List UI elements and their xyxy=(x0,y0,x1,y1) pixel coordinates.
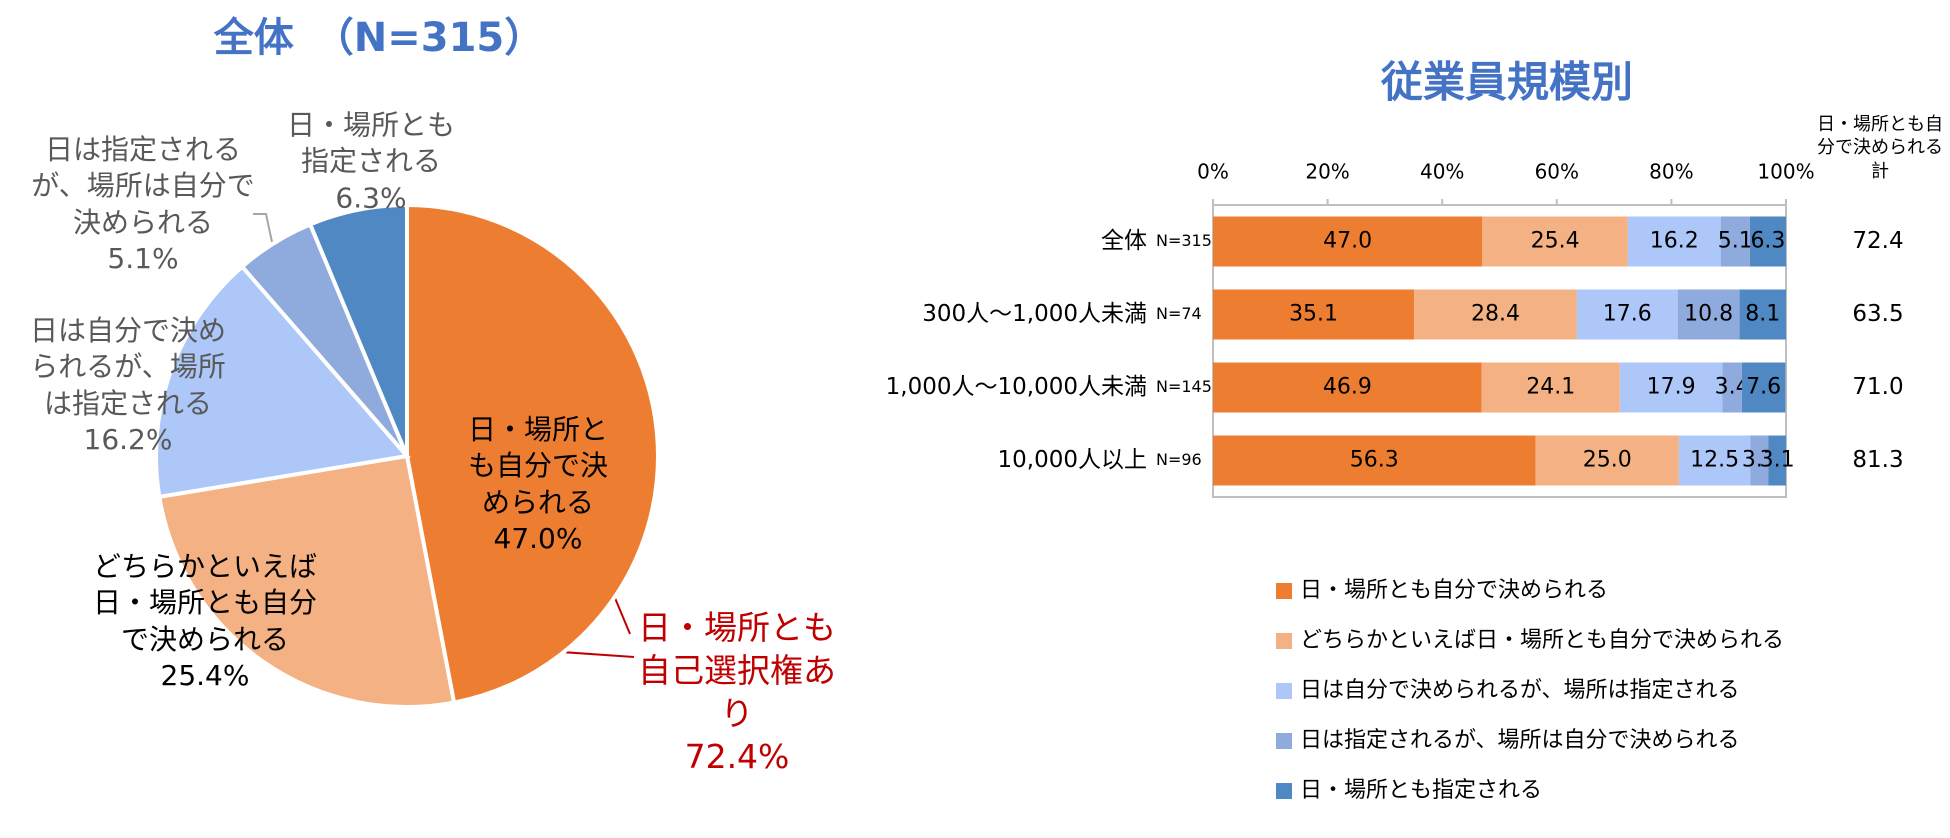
sample-size: N=96 xyxy=(1156,450,1202,469)
annotation: 日・場所とも自己選択権あり 72.4% xyxy=(622,607,852,779)
bar-value-label: 56.3 xyxy=(1350,448,1399,473)
bar-title: 従業員規模別 xyxy=(1380,58,1633,107)
x-tick-label: 40% xyxy=(1420,160,1464,184)
bar-value-label: 25.4 xyxy=(1531,229,1580,254)
bar-value-label: 7.6 xyxy=(1746,375,1781,400)
total-value: 71.0 xyxy=(1852,374,1903,400)
bar-value-label: 46.9 xyxy=(1323,375,1372,400)
pie-label: 日は自分で決められるが、場所は指定される 16.2% xyxy=(26,313,231,459)
pie-slice xyxy=(307,202,409,457)
total-value: 81.3 xyxy=(1852,447,1903,473)
sample-size: N=145 xyxy=(1156,377,1212,396)
annotation-text: 日・場所とも自己選択権あり xyxy=(638,608,836,733)
bar-segment xyxy=(1414,289,1577,340)
total-value: 63.5 xyxy=(1852,301,1903,327)
category-label: 1,000人～10,000人未満 xyxy=(886,374,1147,400)
x-tick-label: 100% xyxy=(1757,160,1814,184)
bar-segment xyxy=(1481,362,1620,413)
bar-segment xyxy=(1768,435,1786,486)
pie-label: どちらかといえば日・場所とも自分で決められる 25.4% xyxy=(85,549,325,695)
bar-segment xyxy=(1576,289,1678,340)
bar-value-label: 35.1 xyxy=(1289,302,1338,327)
x-tick-label: 0% xyxy=(1197,160,1229,184)
bar-value-label: 10.8 xyxy=(1684,302,1733,327)
annotation-value: 72.4% xyxy=(684,736,790,776)
pie-slice xyxy=(157,453,457,709)
pie-label-value: 25.4% xyxy=(160,659,250,693)
bar-segment xyxy=(1213,435,1536,486)
pie-label-value: 16.2% xyxy=(83,423,173,457)
legend-label: 日は指定されるが、場所は自分で決められる xyxy=(1300,728,1740,753)
leader-line xyxy=(253,213,273,243)
bar-value-label: 17.9 xyxy=(1647,375,1696,400)
bar-segment xyxy=(1741,362,1786,413)
bar-value-label: 8.1 xyxy=(1745,302,1780,327)
bar-segment xyxy=(1213,289,1415,340)
legend-label: 日・場所とも指定される xyxy=(1300,778,1542,803)
bar-value-label: 16.2 xyxy=(1650,229,1699,254)
bar-segment xyxy=(1722,362,1742,413)
bar-segment xyxy=(1482,216,1628,267)
category-label: 300人～1,000人未満 xyxy=(922,301,1147,327)
pie-slice xyxy=(154,263,411,500)
bar-segment xyxy=(1535,435,1679,486)
pie-slice xyxy=(405,202,660,705)
x-tick-label: 80% xyxy=(1649,160,1693,184)
total-header: 日・場所とも自分で決められる計 xyxy=(1817,113,1943,182)
bar-segment xyxy=(1619,362,1723,413)
pie-label: 日・場所とも自分で決められる 47.0% xyxy=(463,412,613,558)
bar-segment xyxy=(1213,216,1483,267)
bar-value-label: 6.3 xyxy=(1750,229,1785,254)
bar-segment xyxy=(1750,435,1769,486)
category-label: 全体 xyxy=(1101,228,1147,254)
x-tick-label: 60% xyxy=(1535,160,1579,184)
pie-label: 日・場所とも指定される 6.3% xyxy=(286,107,456,216)
bar-segment xyxy=(1677,289,1740,340)
pie-label: 日は指定されるが、場所は自分で決められる 5.1% xyxy=(28,132,258,278)
bar-value-label: 17.6 xyxy=(1603,302,1652,327)
bar-value-label: 3.1 xyxy=(1760,448,1795,473)
sample-size: N=74 xyxy=(1156,304,1202,323)
plot-frame xyxy=(1212,204,1787,498)
pie-label-name: 日は指定されるが、場所は自分で決められる xyxy=(31,133,255,239)
legend-label: 日は自分で決められるが、場所は指定される xyxy=(1300,678,1740,703)
legend-label: 日・場所とも自分で決められる xyxy=(1300,578,1608,603)
legend-swatch xyxy=(1276,783,1292,799)
legend-label: どちらかといえば日・場所とも自分で決められる xyxy=(1300,628,1784,653)
bar-value-label: 47.0 xyxy=(1323,229,1372,254)
bar-value-label: 5.1 xyxy=(1718,229,1753,254)
sample-size: N=315 xyxy=(1156,231,1212,250)
bar-value-label: 28.4 xyxy=(1471,302,1520,327)
category-label: 10,000人以上 xyxy=(998,447,1147,473)
bar-value-label: 25.0 xyxy=(1583,448,1632,473)
bar-value-label: 24.1 xyxy=(1526,375,1575,400)
bar-value-label: 12.5 xyxy=(1690,448,1739,473)
legend-swatch xyxy=(1276,733,1292,749)
bar-segment xyxy=(1749,216,1786,267)
legend-swatch xyxy=(1276,683,1292,699)
bar-segment xyxy=(1720,216,1750,267)
pie-label-value: 6.3% xyxy=(335,181,407,215)
bar-segment xyxy=(1213,362,1482,413)
x-tick-label: 20% xyxy=(1305,160,1349,184)
pie-label-name: 日・場所とも指定される xyxy=(286,108,455,178)
pie-label-name: どちらかといえば日・場所とも自分で決められる xyxy=(92,550,317,656)
pie-label-value: 47.0% xyxy=(493,522,583,556)
bar-segment xyxy=(1678,435,1751,486)
bar-segment xyxy=(1627,216,1721,267)
legend-swatch xyxy=(1276,583,1292,599)
bar-segment xyxy=(1739,289,1786,340)
pie-title: 全体 （N=315） xyxy=(213,15,545,61)
pie-label-name: 日・場所とも自分で決められる xyxy=(467,413,608,519)
pie-label-name: 日は自分で決められるが、場所は指定される xyxy=(29,314,226,420)
legend-swatch xyxy=(1276,633,1292,649)
pie-label-value: 5.1% xyxy=(107,242,179,276)
total-value: 72.4 xyxy=(1852,228,1903,254)
